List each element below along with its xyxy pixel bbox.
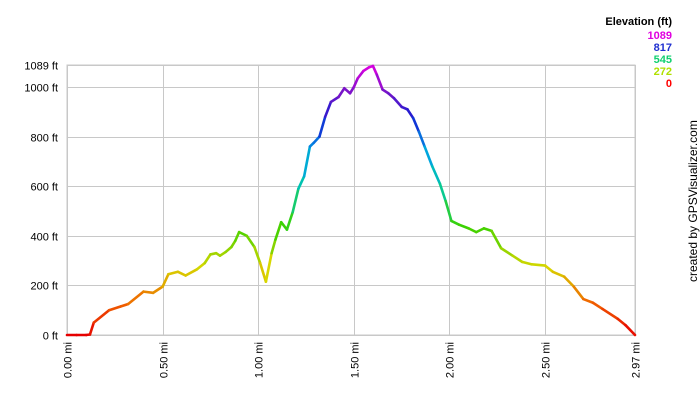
elevation-segment bbox=[407, 109, 413, 118]
x-tick-label: 2.97 mi bbox=[631, 342, 643, 378]
legend-entry: 545 bbox=[654, 54, 672, 66]
elevation-segment bbox=[197, 263, 205, 269]
elevation-segment bbox=[574, 287, 584, 299]
elevation-segment bbox=[260, 263, 266, 282]
elevation-segment bbox=[545, 266, 553, 272]
y-tick-label: 1089 ft bbox=[24, 61, 58, 73]
elevation-segment bbox=[339, 88, 345, 97]
legend-entry: 817 bbox=[654, 42, 672, 54]
y-tick-label: 0 ft bbox=[43, 331, 58, 343]
elevation-segment bbox=[109, 306, 120, 310]
x-tick-label: 2.00 mi bbox=[445, 342, 457, 378]
elevation-segment bbox=[425, 147, 433, 167]
elevation-segment bbox=[501, 248, 512, 255]
elevation-segment bbox=[358, 71, 364, 78]
x-tick-label: 0.00 mi bbox=[63, 342, 75, 378]
y-tick-label: 600 ft bbox=[30, 182, 58, 194]
x-tick-label: 1.50 mi bbox=[350, 342, 362, 378]
elevation-segment bbox=[583, 299, 593, 303]
x-tick-label: 2.50 mi bbox=[541, 342, 553, 378]
elevation-segment bbox=[304, 147, 310, 177]
elevation-segment bbox=[446, 201, 452, 221]
elevation-segment bbox=[513, 256, 523, 262]
legend-entry: 0 bbox=[666, 78, 672, 90]
elevation-segment bbox=[293, 189, 299, 213]
elevation-segment bbox=[186, 269, 197, 275]
elevation-segment bbox=[235, 232, 239, 241]
elevation-segment bbox=[602, 309, 617, 319]
elevation-segment bbox=[287, 212, 293, 229]
credit-text: created by GPSVisualizer.com bbox=[686, 120, 700, 282]
elevation-segment bbox=[128, 292, 143, 304]
elevation-segment bbox=[325, 102, 331, 117]
elevation-segment bbox=[254, 247, 260, 263]
elevation-segment bbox=[143, 292, 153, 293]
elevation-segment bbox=[272, 240, 276, 254]
legend-title: Elevation (ft) bbox=[605, 16, 672, 28]
elevation-segment bbox=[266, 253, 272, 282]
elevation-segment bbox=[247, 236, 255, 247]
y-tick-label: 800 ft bbox=[30, 133, 58, 145]
elevation-segment bbox=[413, 118, 419, 132]
legend-entry: 1089 bbox=[648, 30, 672, 42]
y-tick-label: 1000 ft bbox=[24, 83, 58, 95]
elevation-segment bbox=[168, 272, 178, 274]
elevation-segment bbox=[459, 225, 469, 229]
x-tick-label: 0.50 mi bbox=[159, 342, 171, 378]
plot-frame bbox=[67, 65, 635, 335]
y-tick-label: 400 ft bbox=[30, 232, 58, 244]
elevation-segment bbox=[90, 323, 94, 335]
elevation-segment bbox=[94, 310, 109, 322]
y-tick-label: 200 ft bbox=[30, 281, 58, 293]
elevation-segment bbox=[618, 319, 626, 325]
elevation-segment bbox=[432, 166, 440, 183]
x-tick-label: 1.00 mi bbox=[254, 342, 266, 378]
elevation-segment bbox=[319, 117, 325, 137]
elevation-segment bbox=[522, 262, 532, 264]
elevation-segment bbox=[553, 272, 564, 277]
elevation-segment bbox=[205, 254, 211, 263]
elevation-segment bbox=[394, 98, 402, 107]
elevation-segment bbox=[492, 231, 502, 248]
legend-entry: 272 bbox=[654, 66, 672, 78]
elevation-segment bbox=[532, 264, 545, 265]
elevation-segment bbox=[419, 132, 425, 147]
elevation-segment bbox=[593, 303, 603, 309]
elevation-segment bbox=[331, 97, 339, 102]
elevation-segment bbox=[625, 325, 635, 335]
elevation-segment bbox=[373, 66, 377, 75]
elevation-segment bbox=[153, 287, 163, 293]
